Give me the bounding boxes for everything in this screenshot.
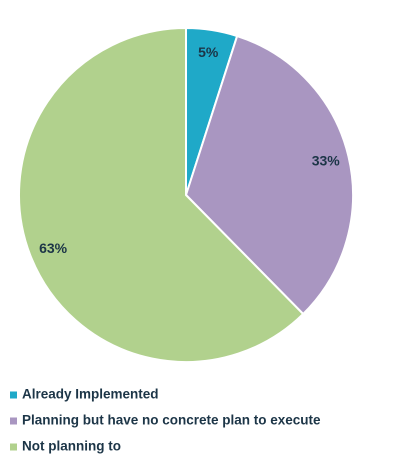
legend-label: Not planning to: [22, 439, 121, 454]
pie-slice: [184, 34, 354, 316]
legend-label: Already Implemented: [22, 387, 159, 402]
data-label: 5%: [198, 44, 219, 60]
data-label: 63%: [39, 240, 68, 256]
legend-label: Planning but have no concrete plan to ex…: [22, 413, 321, 428]
legend-marker: [10, 443, 17, 451]
data-label: 33%: [312, 153, 341, 169]
legend-marker: [10, 417, 17, 425]
pie-slice: [18, 26, 305, 363]
legend-marker: [10, 391, 17, 399]
